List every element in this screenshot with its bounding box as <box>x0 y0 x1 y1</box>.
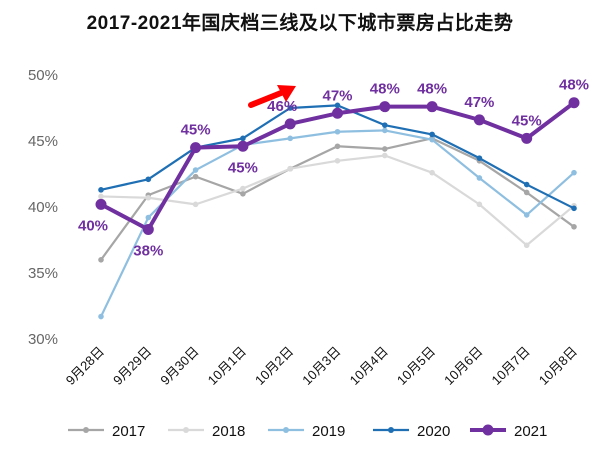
data-point-2021 <box>237 140 249 152</box>
data-label: 47% <box>322 87 352 104</box>
data-point-2021 <box>426 101 438 113</box>
data-point-2018 <box>240 185 246 192</box>
data-label: 45% <box>181 122 211 139</box>
data-point-2019 <box>571 169 577 176</box>
series-line-2021 <box>100 101 576 232</box>
x-tick-label: 10月8日 <box>536 344 580 388</box>
x-tick-label: 10月2日 <box>252 344 296 388</box>
y-tick-label: 35% <box>28 265 58 282</box>
data-point-2017 <box>192 173 199 180</box>
data-point-2020 <box>571 205 577 212</box>
x-tick-label: 10月1日 <box>205 344 249 388</box>
data-point-2021 <box>379 101 391 113</box>
data-point-2020 <box>523 181 530 188</box>
series-line-2018 <box>100 154 575 247</box>
data-point-2021 <box>190 142 202 154</box>
svg-text:2021: 2021 <box>514 423 547 440</box>
data-label: 40% <box>78 217 108 234</box>
legend-item-2019: 2019 <box>268 423 345 440</box>
data-point-2020 <box>145 176 152 183</box>
data-point-2021 <box>142 223 154 235</box>
data-point-2017 <box>382 146 388 152</box>
data-point-2021 <box>568 97 580 109</box>
y-tick-label: 45% <box>28 133 58 150</box>
x-tick-label: 9月29日 <box>110 344 154 388</box>
legend-item-2018: 2018 <box>168 423 245 440</box>
x-tick-label: 9月30日 <box>157 344 201 388</box>
data-point-2019 <box>192 167 199 173</box>
data-point-2020 <box>476 155 483 161</box>
data-point-2017 <box>98 257 104 263</box>
y-tick-label: 40% <box>28 199 58 216</box>
svg-text:2017: 2017 <box>112 423 145 440</box>
data-point-2019 <box>145 214 152 221</box>
data-point-2020 <box>98 187 104 193</box>
svg-text:2018: 2018 <box>212 423 245 440</box>
data-point-2017 <box>240 191 246 197</box>
y-tick-label: 50% <box>28 67 58 84</box>
x-tick-label: 10月5日 <box>394 344 438 388</box>
data-point-2019 <box>523 212 530 218</box>
data-label: 48% <box>370 81 400 98</box>
data-point-2018 <box>98 193 104 200</box>
red-arrow-icon <box>248 85 296 108</box>
data-point-2017 <box>523 189 530 196</box>
data-point-2021 <box>95 198 107 210</box>
data-point-2018 <box>476 201 483 208</box>
x-tick-label: 10月7日 <box>488 344 532 388</box>
data-point-2018 <box>287 165 294 172</box>
data-point-2018 <box>334 158 341 164</box>
data-point-2018 <box>192 201 199 208</box>
svg-text:2020: 2020 <box>417 423 450 440</box>
series-line-2017 <box>100 137 575 261</box>
data-point-2020 <box>287 105 294 111</box>
y-tick-label: 30% <box>28 331 58 348</box>
data-label: 45% <box>512 112 542 129</box>
x-tick-label: 10月6日 <box>441 344 485 388</box>
data-point-2021 <box>521 132 533 144</box>
data-point-2018 <box>523 242 530 249</box>
data-point-2020 <box>382 122 388 128</box>
data-point-2019 <box>98 313 104 320</box>
data-label: 48% <box>559 77 589 94</box>
x-tick-label: 10月3日 <box>299 344 343 388</box>
x-tick-label: 10月4日 <box>347 344 391 388</box>
data-point-2018 <box>429 169 435 176</box>
x-tick-label: 9月28日 <box>63 344 107 388</box>
data-label: 48% <box>417 81 447 98</box>
data-point-2019 <box>476 175 483 181</box>
data-point-2021 <box>332 107 343 119</box>
data-point-2020 <box>429 131 435 138</box>
legend-item-2020: 2020 <box>373 423 450 440</box>
chart-title: 2017-2021年国庆档三线及以下城市票房占比走势 <box>86 13 514 34</box>
data-point-2021 <box>473 114 485 126</box>
data-point-2017 <box>334 143 341 150</box>
svg-text:2019: 2019 <box>312 423 345 440</box>
legend-item-2021: 2021 <box>470 423 547 440</box>
data-point-2019 <box>334 128 341 135</box>
data-point-2018 <box>145 194 152 201</box>
legend-item-2017: 2017 <box>68 423 145 440</box>
data-point-2020 <box>240 135 246 142</box>
data-point-2019 <box>429 136 435 143</box>
data-label: 45% <box>228 159 258 176</box>
data-point-2020 <box>334 102 341 109</box>
data-label: 47% <box>464 94 494 111</box>
data-point-2019 <box>382 127 388 134</box>
data-point-2019 <box>287 135 294 142</box>
data-label: 38% <box>133 242 163 259</box>
data-point-2021 <box>284 118 296 130</box>
data-point-2017 <box>571 224 577 230</box>
data-point-2018 <box>382 152 388 159</box>
data-label: 46% <box>267 98 297 115</box>
